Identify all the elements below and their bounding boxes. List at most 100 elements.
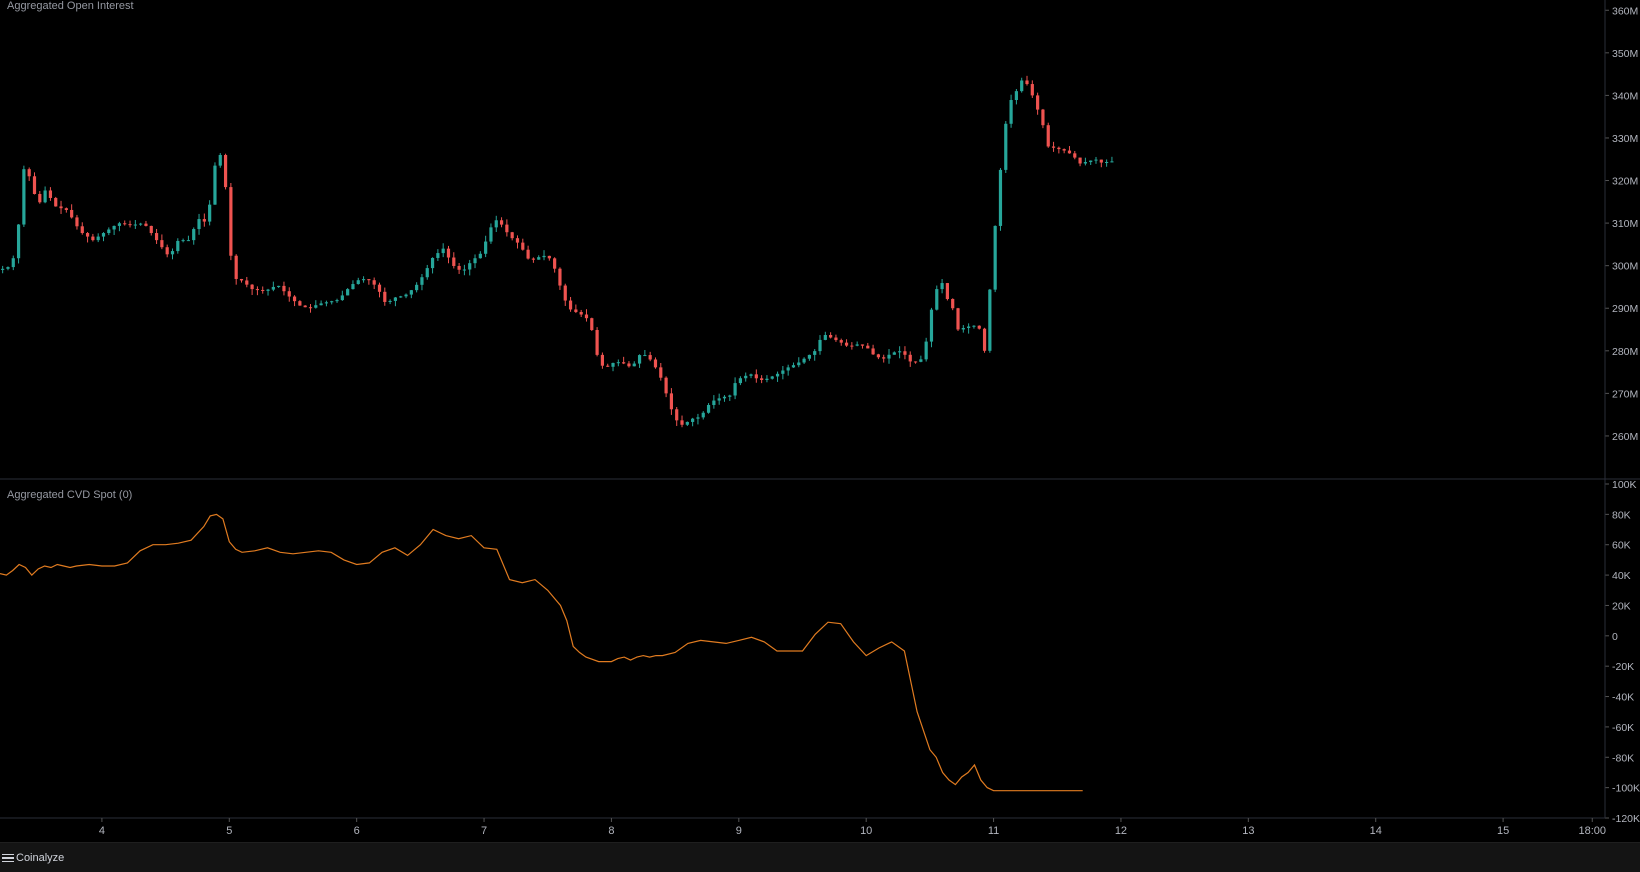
oi-candle-body [1004, 123, 1008, 170]
oi-candle-body [807, 354, 811, 359]
oi-candle-body [54, 197, 58, 207]
oi-candle-body [128, 224, 132, 226]
oi-candle-body [675, 409, 679, 421]
cvd-spot-pane[interactable]: Aggregated CVD Spot (0) -120K -100K -80K -6… [0, 479, 1640, 825]
cvd-value-axis[interactable]: -120K -100K -80K -60K -40K -20K 0 20K 40K 60K 80K 1… [1605, 479, 1640, 825]
oi-candle-body [112, 225, 116, 230]
oi-candle-body [208, 204, 212, 222]
time-axis-label: 5 [226, 825, 232, 837]
oi-candle-body [11, 258, 15, 268]
oi-candle-body [563, 285, 567, 301]
oi-candle-body [1089, 160, 1093, 163]
oi-candle-body [48, 190, 53, 198]
oi-candle-body [515, 238, 520, 243]
oi-candle-body [1051, 146, 1056, 148]
oi-candle-body [239, 278, 244, 281]
time-axis-label: 4 [99, 825, 105, 837]
oi-candle-body [1057, 147, 1061, 150]
oi-candle-body [961, 327, 965, 330]
oi-candle-body [351, 284, 355, 290]
oi-candle-body [324, 302, 329, 304]
time-axis-label: 10 [860, 825, 872, 837]
oi-candle-body [308, 307, 313, 309]
oi-candle-body [1036, 95, 1040, 110]
oi-candle-body [616, 362, 620, 364]
oi-candle-body [744, 375, 748, 379]
chart-canvas[interactable]: Aggregated Open Interest 260M 270M 280M 290… [0, 0, 1640, 842]
cvd-axis-label: -80K [1612, 752, 1634, 764]
oi-candle-body [27, 169, 31, 177]
oi-candle-body [1105, 161, 1109, 163]
oi-candle-body [627, 363, 631, 367]
oi-candle-body [898, 351, 902, 353]
oi-candle-body [160, 240, 164, 248]
oi-price-axis[interactable]: 260M 270M 280M 290M 300M 310M 320M 330M 340M 350M… [1605, 5, 1638, 443]
oi-candle-body [446, 248, 451, 258]
oi-candle-body [192, 229, 196, 241]
time-axis[interactable]: 4 5 6 7 8 9 10 11 12 13 14 15 18:00 [99, 818, 1606, 837]
oi-axis-label: 330M [1612, 133, 1638, 145]
oi-candle-body [1, 268, 5, 270]
oi-candle-body [383, 291, 387, 302]
cvd-axis-label: 40K [1612, 570, 1631, 582]
oi-candle-body [967, 326, 971, 328]
oi-candle-body [1030, 84, 1034, 96]
brand-name: Coinalyze [16, 851, 65, 864]
oi-candle-body [945, 283, 949, 300]
oi-candle-body [622, 362, 626, 364]
oi-candle-body [892, 352, 896, 355]
oi-candle-body [457, 265, 461, 270]
oi-candle-body [913, 361, 918, 363]
oi-candle-body [436, 253, 440, 258]
oi-candle-body [940, 283, 944, 290]
oi-candle-body [866, 345, 870, 349]
oi-candle-body [250, 284, 254, 290]
oi-candle-body [123, 223, 127, 225]
oi-candle-body [356, 280, 360, 285]
menu-icon[interactable] [2, 853, 14, 863]
oi-candle-body [998, 169, 1003, 226]
oi-candle-body [637, 355, 642, 364]
oi-candle-body [154, 233, 159, 241]
oi-candle-body [839, 340, 843, 343]
oi-candle-body [531, 258, 536, 260]
oi-candle-body [903, 351, 907, 355]
oi-candle-body [176, 240, 180, 252]
oi-candle-body [218, 154, 222, 166]
oi-candle-body [1067, 150, 1072, 154]
oi-candle-body [887, 354, 891, 359]
time-axis-label: 11 [988, 825, 999, 837]
oi-candle-body [399, 296, 403, 298]
oi-candle-body [505, 224, 509, 233]
oi-candle-body [1020, 80, 1024, 92]
oi-candle-body [494, 220, 498, 228]
cvd-series-line [0, 513, 1083, 792]
oi-candle-body [797, 362, 801, 366]
oi-candle-body [600, 354, 605, 366]
oi-candle-body [717, 398, 721, 401]
open-interest-pane[interactable]: Aggregated Open Interest 260M 270M 280M 290… [1, 0, 1638, 443]
oi-candle-body [972, 325, 976, 327]
oi-candle-body [956, 308, 960, 330]
cvd-axis-label: 100K [1612, 479, 1637, 491]
oi-axis-label: 350M [1612, 48, 1638, 60]
oi-candle-body [287, 291, 291, 297]
oi-candle-body [1025, 80, 1029, 85]
oi-candle-body [749, 374, 753, 376]
oi-candle-body [409, 290, 413, 295]
oi-candle-body [16, 224, 21, 259]
oi-candle-body [372, 280, 376, 285]
oi-candle-body [282, 285, 286, 292]
oi-candle-body [223, 154, 228, 188]
oi-candle-body [292, 296, 297, 302]
oi-candle-body [277, 285, 281, 287]
oi-candle-body [791, 365, 796, 368]
oi-candle-body [473, 258, 477, 264]
oi-candle-body [908, 354, 912, 362]
oi-candle-body [38, 194, 42, 203]
oi-candle-body [1078, 157, 1082, 164]
oi-candle-body [80, 226, 84, 234]
coinalyze-logo[interactable]: Coinalyze [2, 852, 64, 864]
oi-candle-body [860, 344, 865, 346]
oi-candle-body [1094, 159, 1098, 161]
